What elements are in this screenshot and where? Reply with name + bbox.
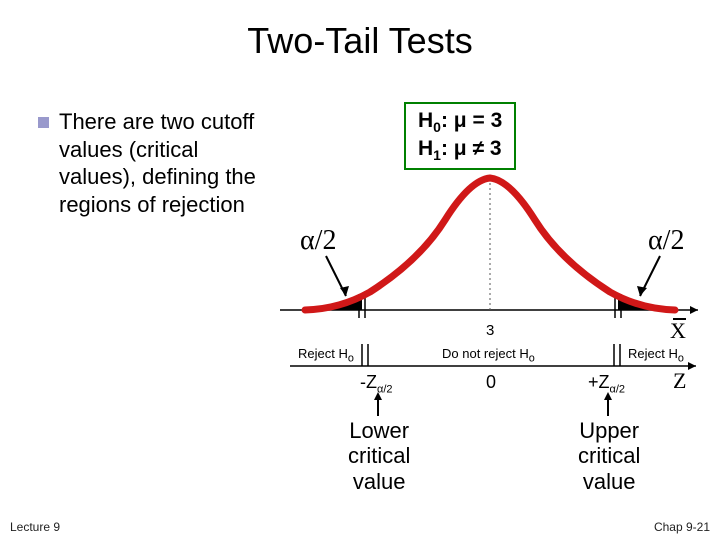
page-title: Two-Tail Tests bbox=[0, 0, 720, 62]
neg-z-label: -Zα/2 bbox=[360, 372, 393, 396]
pos-z-label: +Zα/2 bbox=[588, 372, 625, 396]
h0-line: H0: μ = 3 bbox=[418, 108, 502, 136]
bullet-item: There are two cutoff values (critical va… bbox=[38, 108, 268, 218]
axis-center-value: 3 bbox=[486, 322, 494, 339]
lower-critical-label: Lowercriticalvalue bbox=[348, 418, 410, 494]
bullet-square-icon bbox=[38, 117, 49, 128]
footer-left: Lecture 9 bbox=[10, 520, 60, 534]
bullet-text: There are two cutoff values (critical va… bbox=[59, 108, 268, 218]
region-do-not-reject: Do not reject Ho bbox=[442, 346, 535, 365]
region-reject-right: Reject Ho bbox=[628, 346, 684, 365]
xbar-label: X bbox=[670, 318, 686, 344]
zero-label: 0 bbox=[486, 372, 496, 393]
region-reject-left: Reject Ho bbox=[298, 346, 354, 365]
upper-critical-label: Uppercriticalvalue bbox=[578, 418, 640, 494]
z-axis-label: Z bbox=[673, 368, 686, 394]
footer-right: Chap 9-21 bbox=[654, 520, 710, 534]
